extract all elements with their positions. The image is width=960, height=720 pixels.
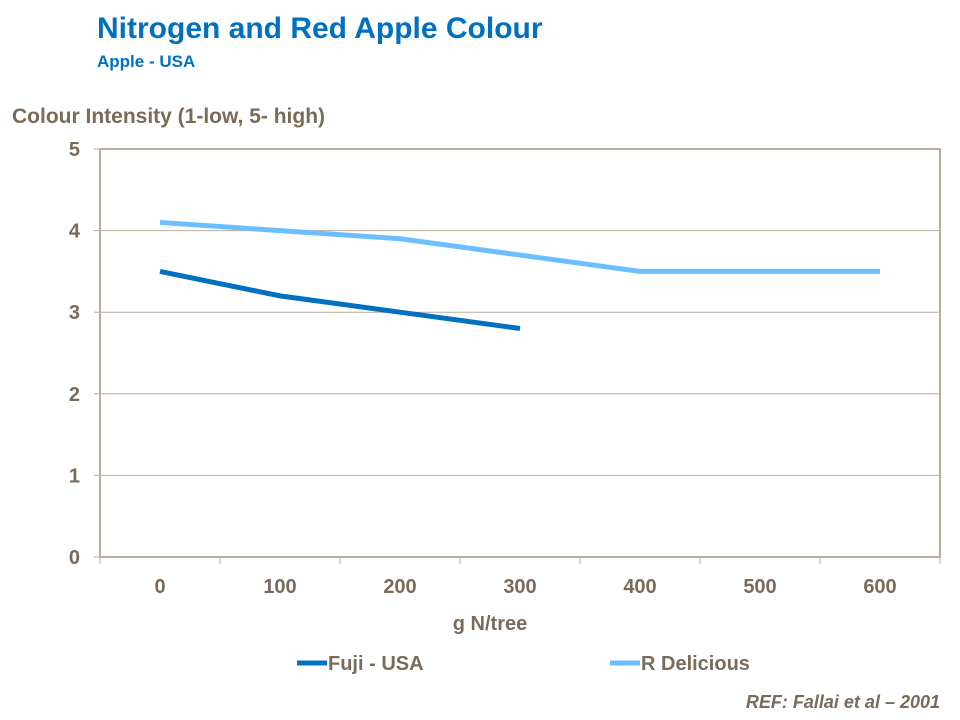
y-axis-label: Colour Intensity (1-low, 5- high) xyxy=(12,105,325,128)
x-tick-label: 100 xyxy=(263,576,296,598)
x-tick-label: 200 xyxy=(383,576,416,598)
y-tick-label: 2 xyxy=(69,384,80,406)
y-tick-label: 3 xyxy=(69,302,80,324)
series-line-2 xyxy=(159,219,880,274)
y-tick-label: 4 xyxy=(69,221,81,243)
chart-title: Nitrogen and Red Apple Colour xyxy=(97,12,543,45)
reference-note: REF: Fallai et al – 2001 xyxy=(745,692,940,712)
plot-border xyxy=(99,148,941,558)
chart-subtitle: Apple - USA xyxy=(97,52,196,71)
y-tick-label: 0 xyxy=(69,547,80,569)
x-axis-label: g N/tree xyxy=(453,613,527,635)
x-tick-label: 500 xyxy=(743,576,776,598)
y-tick-label: 1 xyxy=(69,465,80,487)
legend-label: Fuji - USA xyxy=(328,653,424,675)
x-tick-label: 600 xyxy=(863,576,896,598)
series-line-1 xyxy=(159,268,521,331)
x-tick-label: 400 xyxy=(623,576,656,598)
x-tick-label: 300 xyxy=(503,576,536,598)
x-tick-label: 0 xyxy=(154,576,165,598)
legend-label: R Delicious xyxy=(641,653,750,675)
y-tick-label: 5 xyxy=(69,139,80,161)
